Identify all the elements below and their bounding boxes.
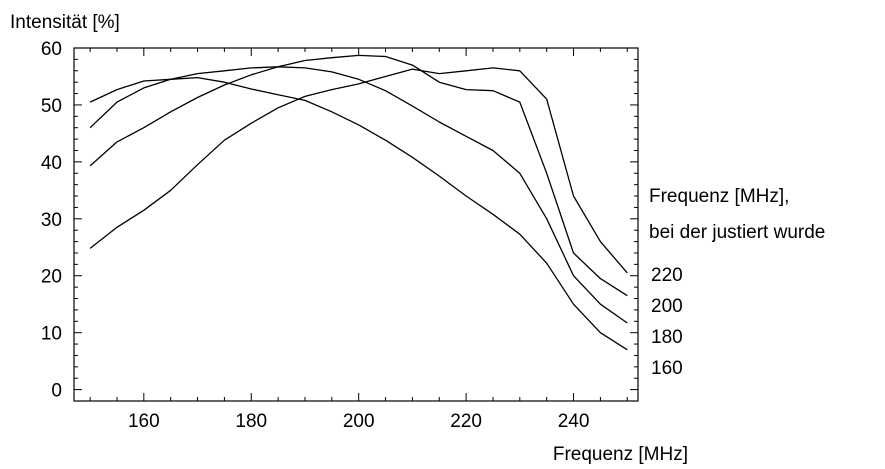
y-tick-label: 30: [41, 210, 62, 231]
y-tick-label: 50: [41, 96, 62, 117]
x-tick-label: 180: [235, 411, 267, 432]
series-line-220: [89, 67, 628, 274]
tick-labels: 160 180 200 220 240 0 10 20 30 40 50 60: [41, 39, 590, 432]
x-tick-label: 160: [128, 411, 160, 432]
y-tick-label: 10: [41, 324, 62, 345]
legend-labels: 220 200 180 160: [651, 265, 683, 379]
axis-ticks: [74, 47, 638, 402]
y-tick-label: 0: [51, 381, 62, 402]
x-axis-label: Frequenz [MHz]: [553, 444, 688, 465]
plot-frame: [73, 47, 639, 402]
legend-label-160: 160: [651, 358, 683, 379]
series-line-160: [89, 76, 628, 351]
legend-title-line-1: Frequenz [MHz],: [649, 186, 789, 207]
series-line-200: [89, 54, 628, 297]
y-tick-label: 60: [41, 39, 62, 60]
y-axis-label: Intensität [%]: [10, 12, 120, 33]
x-tick-label: 200: [343, 411, 375, 432]
x-tick-label: 220: [450, 411, 482, 432]
legend-title-line-2: bei der justiert wurde: [649, 222, 825, 243]
y-tick-label: 20: [41, 267, 62, 288]
legend-label-220: 220: [651, 265, 683, 286]
legend-label-200: 200: [651, 296, 683, 317]
series-line-180: [89, 66, 628, 324]
legend-label-180: 180: [651, 327, 683, 348]
y-tick-label: 40: [41, 153, 62, 174]
x-tick-label: 240: [558, 411, 590, 432]
series-lines: [89, 54, 628, 351]
